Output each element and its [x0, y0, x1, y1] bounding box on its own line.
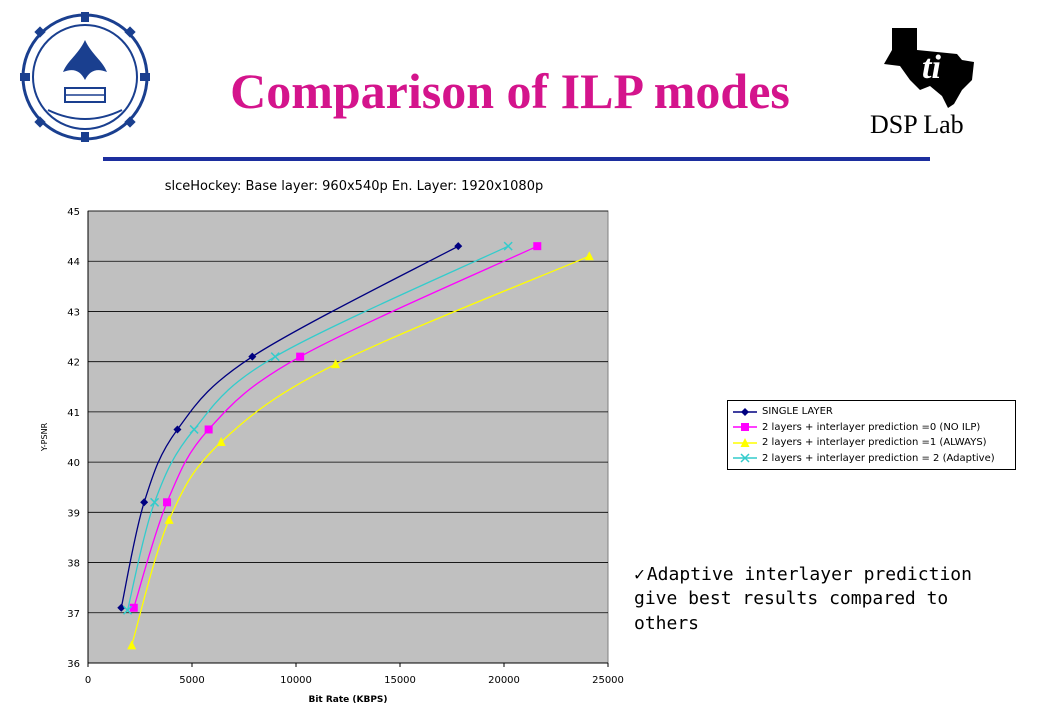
- chart-title: slceHockey: Base layer: 960x540p En. Lay…: [165, 179, 543, 194]
- legend-single-layer-point: [741, 407, 749, 416]
- y-axis-ticks: 36 37 38 39 40 41 42 43 44 45: [67, 207, 80, 670]
- always-ilp-point: [216, 437, 226, 447]
- adaptive-ilp-point: [189, 424, 199, 434]
- y-tick-label: 37: [67, 609, 80, 620]
- single-layer-point: [140, 498, 149, 507]
- legend-item-adaptive-ilp: 2 layers + interlayer prediction = 2 (Ad…: [732, 451, 1011, 467]
- legend-label: 2 layers + interlayer prediction =0 (NO …: [762, 421, 981, 433]
- single-layer-line: [120, 245, 459, 608]
- y-tick-label: 41: [67, 408, 80, 419]
- adaptive-ilp-point: [150, 497, 160, 507]
- y-tick-label: 43: [67, 307, 80, 318]
- legend-item-always-ilp: 2 layers + interlayer prediction =1 (ALW…: [732, 435, 1011, 451]
- adaptive-ilp-line: [126, 245, 509, 611]
- bullet-point: ✓ Adaptive interlayer prediction give bes…: [634, 563, 1004, 636]
- legend-adaptive-ilp-point: [740, 453, 750, 463]
- legend-label: SINGLE LAYER: [762, 406, 833, 418]
- x-tick-label: 15000: [384, 675, 416, 686]
- y-tick-label: 39: [67, 508, 80, 519]
- dsp-lab-logo: ti DSP Lab: [862, 20, 992, 140]
- legend-item-single-layer: SINGLE LAYER: [732, 404, 1011, 420]
- single-layer-point: [173, 425, 182, 434]
- no-ilp-point: [533, 242, 542, 251]
- legend-swatch: [733, 423, 757, 432]
- always-ilp-point: [584, 251, 594, 261]
- no-ilp-point: [129, 603, 138, 612]
- no-ilp-point: [296, 352, 305, 361]
- always-ilp-point: [164, 514, 174, 524]
- legend-swatch: [733, 453, 757, 463]
- plot-area: [87, 210, 609, 664]
- slide-title: Comparison of ILP modes: [230, 63, 790, 119]
- legend-no-ilp-point: [741, 423, 749, 432]
- no-ilp-point: [163, 498, 172, 507]
- y-tick-label: 36: [67, 659, 80, 670]
- always-ilp-point: [127, 640, 137, 650]
- dsp-lab-label: DSP Lab: [870, 110, 964, 139]
- single-layer-point: [454, 242, 463, 251]
- x-tick-label: 5000: [179, 675, 204, 686]
- legend-swatch: [733, 407, 757, 416]
- no-ilp-line: [133, 245, 538, 608]
- y-tick-label: 38: [67, 559, 80, 570]
- chart-legend: SINGLE LAYER 2 layers + interlayer predic…: [727, 400, 1016, 470]
- svg-text:ti: ti: [922, 49, 941, 86]
- legend-swatch: [733, 437, 757, 447]
- x-tick-label: 25000: [592, 675, 624, 686]
- single-layer-point: [117, 603, 126, 612]
- legend-always-ilp-point: [740, 437, 750, 447]
- x-tick-label: 10000: [280, 675, 312, 686]
- legend-item-no-ilp: 2 layers + interlayer prediction =0 (NO …: [732, 420, 1011, 436]
- legend-label: 2 layers + interlayer prediction = 2 (Ad…: [762, 452, 995, 464]
- adaptive-ilp-point: [503, 241, 513, 251]
- adaptive-ilp-point: [270, 352, 280, 362]
- y-axis-label: Y-PSNR: [40, 422, 49, 452]
- adaptive-ilp-point: [122, 605, 133, 615]
- single-layer-point: [248, 352, 257, 361]
- bullet-text: Adaptive interlayer prediction give best…: [634, 564, 972, 634]
- institute-emblem-logo: [20, 12, 150, 142]
- x-axis-label: Bit Rate (KBPS): [308, 695, 387, 705]
- x-axis-ticks: 0 5000 10000 15000 20000 25000: [85, 663, 624, 686]
- texas-map-icon: ti: [884, 28, 974, 108]
- series-layer: [117, 241, 594, 650]
- x-tick-label: 0: [85, 675, 91, 686]
- y-tick-label: 44: [67, 257, 80, 268]
- x-tick-label: 20000: [488, 675, 520, 686]
- y-tick-label: 45: [67, 207, 80, 218]
- y-tick-label: 40: [67, 458, 80, 469]
- always-ilp-point: [331, 359, 341, 369]
- checkmark-icon: ✓: [634, 564, 645, 585]
- always-ilp-line: [131, 255, 590, 646]
- y-tick-label: 42: [67, 358, 80, 369]
- no-ilp-point: [204, 425, 213, 434]
- title-divider: [103, 157, 930, 161]
- legend-label: 2 layers + interlayer prediction =1 (ALW…: [762, 437, 987, 449]
- gridlines: [87, 210, 608, 664]
